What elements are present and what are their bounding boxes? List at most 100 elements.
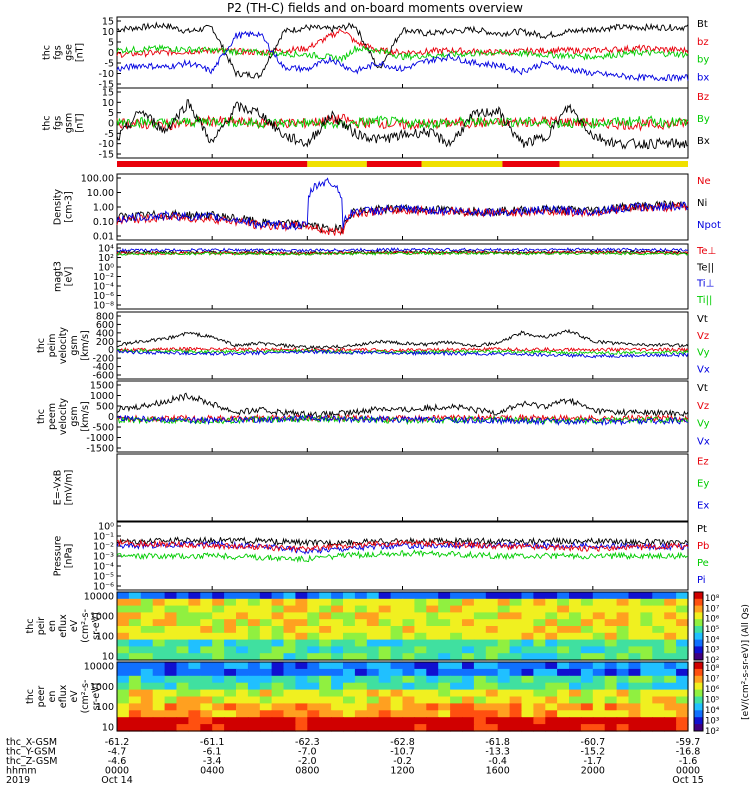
spec-cell — [604, 724, 618, 732]
xaxis-value: -59.7 — [676, 737, 701, 748]
spec-cell — [545, 710, 558, 718]
spec-cell — [319, 605, 332, 613]
spec-cell — [354, 675, 368, 684]
spec-cell — [580, 598, 594, 607]
spec-cell — [414, 592, 427, 600]
ytick-label: 10⁻⁶ — [93, 582, 114, 593]
spec-cell — [557, 703, 570, 711]
spec-cell — [212, 682, 225, 691]
spec-cell — [509, 717, 523, 725]
spec-cell — [283, 710, 296, 718]
spec-cell — [509, 689, 523, 698]
spec-cell — [236, 724, 249, 732]
xaxis-value: -61.2 — [105, 737, 130, 748]
spec-cell — [164, 592, 178, 600]
legend-Npot: Npot — [697, 220, 721, 231]
spec-cell — [259, 662, 273, 670]
ylabel-line: thc — [25, 619, 36, 634]
spec-cell — [557, 632, 570, 641]
spec-cell — [462, 675, 475, 684]
ylabel-pressure: Pressure [nPa] — [53, 536, 75, 577]
spec-cell — [224, 696, 237, 704]
spec-cell — [200, 598, 213, 607]
spec-cell — [497, 632, 511, 641]
spec-cell — [378, 717, 392, 725]
legend-Vx: Vx — [697, 364, 710, 375]
spec-cell — [652, 592, 665, 600]
spec-cell — [402, 682, 415, 691]
spec-cell — [616, 626, 630, 634]
spec-cell — [616, 646, 630, 654]
spec-cell — [664, 598, 677, 607]
spec-cell — [247, 724, 261, 732]
spec-cell — [188, 662, 201, 670]
spec-cell — [200, 703, 213, 711]
xaxis-value: 1600 — [486, 766, 510, 777]
spec-cell — [331, 646, 344, 654]
spec-cell — [557, 626, 570, 634]
spec-cell — [331, 717, 344, 725]
legend-Bt: Bt — [697, 19, 708, 30]
ylabel-line: gsm — [69, 406, 80, 426]
spec-cell — [462, 703, 475, 711]
spec-cell — [533, 639, 546, 647]
spec-cell — [140, 689, 154, 698]
spec-cell — [557, 710, 570, 718]
spec-cell — [343, 710, 356, 718]
spec-cell — [212, 662, 225, 670]
spec-cell — [557, 682, 570, 691]
colorbar-tick: 10³ — [705, 646, 719, 656]
spec-cell — [224, 605, 237, 613]
spec-cell — [580, 646, 594, 654]
spec-cell — [592, 646, 606, 654]
spec-cell — [307, 682, 320, 691]
spec-cell — [176, 653, 189, 661]
spec-cell — [295, 717, 308, 725]
ytick-label: 10⁻⁴ — [93, 282, 114, 293]
spec-cell — [319, 592, 332, 600]
ylabel-line: eflux — [58, 614, 69, 638]
spec-cell — [176, 717, 189, 725]
spec-cell — [117, 612, 130, 620]
spec-cell — [331, 598, 344, 607]
spec-cell — [224, 626, 237, 634]
legend-Te||: Te|| — [696, 262, 714, 273]
spec-cell — [200, 724, 213, 732]
spec-cell — [628, 598, 641, 607]
spec-cell — [604, 689, 618, 698]
spec-cell — [140, 696, 154, 704]
spec-cell — [438, 703, 451, 711]
spec-cell — [604, 592, 618, 600]
spec-cell — [604, 632, 618, 641]
series-peim-vel-Vy — [116, 348, 689, 356]
spec-cell — [140, 592, 154, 600]
legend-Vy: Vy — [697, 348, 710, 359]
spec-cell — [545, 605, 558, 613]
spec-cell — [271, 668, 285, 677]
spec-cell — [676, 703, 689, 711]
spec-cell — [283, 592, 296, 600]
spec-cell — [247, 696, 261, 704]
spec-cell — [509, 675, 523, 684]
spec-cell — [580, 717, 594, 725]
spec-cell — [164, 598, 178, 607]
series-fgs-gse-bx — [116, 30, 689, 83]
spec-cell — [652, 626, 665, 634]
spec-cell — [676, 682, 689, 691]
spec-cell — [616, 675, 630, 684]
ytick-label: -1500 — [86, 444, 114, 455]
spec-cell — [521, 605, 534, 613]
xaxis-value: -1.7 — [584, 756, 603, 767]
spec-cell — [390, 598, 404, 607]
spec-cell — [664, 619, 677, 627]
spec-cell — [473, 696, 487, 704]
ytick-label: 0 — [108, 345, 114, 356]
spec-cell — [117, 626, 130, 634]
spec-cell — [307, 662, 320, 670]
spec-cell — [640, 646, 653, 654]
spec-cell — [450, 710, 463, 718]
spec-cell — [604, 696, 618, 704]
spec-cell — [247, 605, 261, 613]
spec-cell — [117, 689, 130, 698]
spec-cell — [592, 696, 606, 704]
